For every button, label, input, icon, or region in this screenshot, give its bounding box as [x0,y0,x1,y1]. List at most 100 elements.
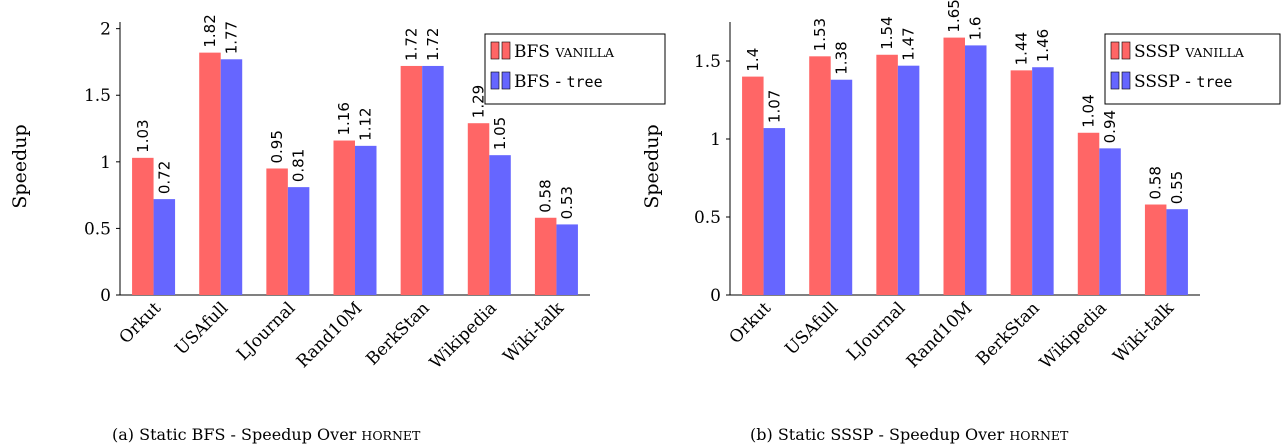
legend-entry-mono: tree [1196,73,1232,91]
caption-smallcaps: HORNET [361,428,421,443]
legend-entry-main: SSSP [1134,42,1185,62]
x-tick-label: LJournal [843,298,909,364]
caption-smallcaps-rest: ORNET [372,428,421,443]
caption-main: (a) Static BFS - Speedup Over [112,425,361,444]
bar-b [556,224,578,295]
bar-a [400,65,423,295]
bar-b [153,199,176,295]
bar-b [422,65,444,295]
bar-value-label: 0.94 [1101,110,1119,143]
bar-b [763,128,786,295]
y-tick-label: 1 [710,130,721,150]
y-tick-label: 1.5 [694,52,721,72]
bar-value-label: 0.53 [558,186,576,219]
chart-sssp-speedup: 0 0.5 1 1.5 Speedup 1.41.07 Orkut 1.531.38 USAfu… [641,0,1281,444]
bar-a [876,54,898,296]
legend-swatch [501,71,511,90]
legend-entry: BFS VANILLA [514,42,615,62]
bar-value-label: 1.72 [424,28,442,61]
legend-box [1104,33,1281,105]
y-tick-label: 1.5 [84,86,111,106]
legend-swatch [1110,41,1120,60]
bar-value-label: 1.47 [900,27,918,60]
y-tick-label: 0.5 [694,208,721,228]
x-tick-label: USAfull [781,298,842,359]
bar-b [1099,148,1121,295]
caption-smallcaps-rest: ORNET [1020,428,1069,443]
legend-box [484,33,666,105]
legend-entry-smallcaps: VANILLA [554,45,615,60]
y-tick-label: 0.5 [84,219,111,239]
bar-value-label: 0.95 [268,130,286,163]
caption-smallcaps-initial: H [1009,428,1020,443]
bar-a [943,37,965,295]
bar-value-label: 1.16 [335,102,353,135]
legend-entry-main: BFS - [514,72,567,92]
legend-entry-smallcaps: VANILLA [1184,45,1245,60]
bar-value-label: 1.38 [832,41,850,74]
bar-value-label: 0.81 [290,149,308,182]
bar-value-label: 1.29 [470,85,488,118]
bar-value-label: 1.6 [967,17,985,41]
x-tick-label: Wiki-talk [500,298,569,367]
bar-b [287,187,310,295]
caption-main: (b) Static SSSP - Speedup Over [750,425,1009,444]
legend-swatch [1121,41,1131,60]
bar-value-label: 1.44 [1012,32,1030,65]
bar-value-label: 1.03 [134,119,152,152]
chart-bfs-speedup: 0 0.5 1 1.5 2 Speedup 1.030.72 Orkut 1.82 1.77 USA… [9,14,666,444]
bar-b [489,155,511,295]
bar-a [467,123,490,296]
bar-b [897,65,920,296]
bar-value-label: 1.77 [222,21,240,54]
bar-value-label: 1.04 [1080,94,1098,127]
chart-caption: (b) Static SSSP - Speedup Over HORNET [750,425,1069,444]
bar-a [199,52,221,295]
bar-b [355,145,377,295]
bar-value-label: 1.82 [201,14,219,47]
y-tick-label: 1 [100,153,111,173]
caption-smallcaps: HORNET [1009,428,1069,443]
legend-entry: SSSP - tree [1134,72,1232,92]
legend-entry-main: SSSP - [1134,72,1196,92]
chart-caption: (a) Static BFS - Speedup Over HORNET [112,425,421,444]
bar-a [809,56,831,295]
x-tick-label: Wikipedia [426,298,501,373]
bar-value-label: 1.65 [945,0,963,33]
x-tick-label: Wikipedia [1036,298,1111,373]
x-tick-label: BerkStan [363,298,434,369]
x-tick-label: BerkStan [973,298,1044,369]
x-tick-label: Orkut [725,298,775,348]
y-tick-label: 2 [100,20,111,40]
bar-a [132,157,154,295]
bar-value-label: 1.72 [402,28,420,61]
bar-value-label: 0.55 [1168,171,1186,204]
legend-entry-main: BFS [514,42,555,62]
x-tick-label: Rand10M [903,298,977,372]
bar-b [1032,67,1054,296]
bar-a [333,140,355,295]
bar-value-label: 1.12 [357,107,375,140]
x-tick-label: Wiki-talk [1110,298,1179,367]
bar-b [965,45,987,296]
y-axis-label: Speedup [9,124,31,208]
bar-value-label: 1.05 [491,117,509,150]
bar-value-label: 1.07 [765,90,783,123]
legend-swatch [1110,71,1120,90]
bar-value-label: 1.53 [811,18,829,51]
y-tick-label: 0 [710,286,721,306]
y-axis-label: Speedup [641,124,663,208]
bar-b [1166,209,1188,295]
y-tick-label: 0 [100,286,111,306]
legend-swatch [1121,71,1131,90]
bar-value-label: 1.46 [1034,29,1052,62]
bar-value-label: 0.58 [1147,166,1165,199]
bar-a [1144,204,1167,295]
caption-smallcaps-initial: H [361,428,372,443]
bar-value-label: 1.4 [744,48,762,72]
bar-b [830,79,853,295]
legend-swatch [490,41,500,60]
bar-a [534,217,557,295]
bar-value-label: 1.54 [878,16,896,49]
